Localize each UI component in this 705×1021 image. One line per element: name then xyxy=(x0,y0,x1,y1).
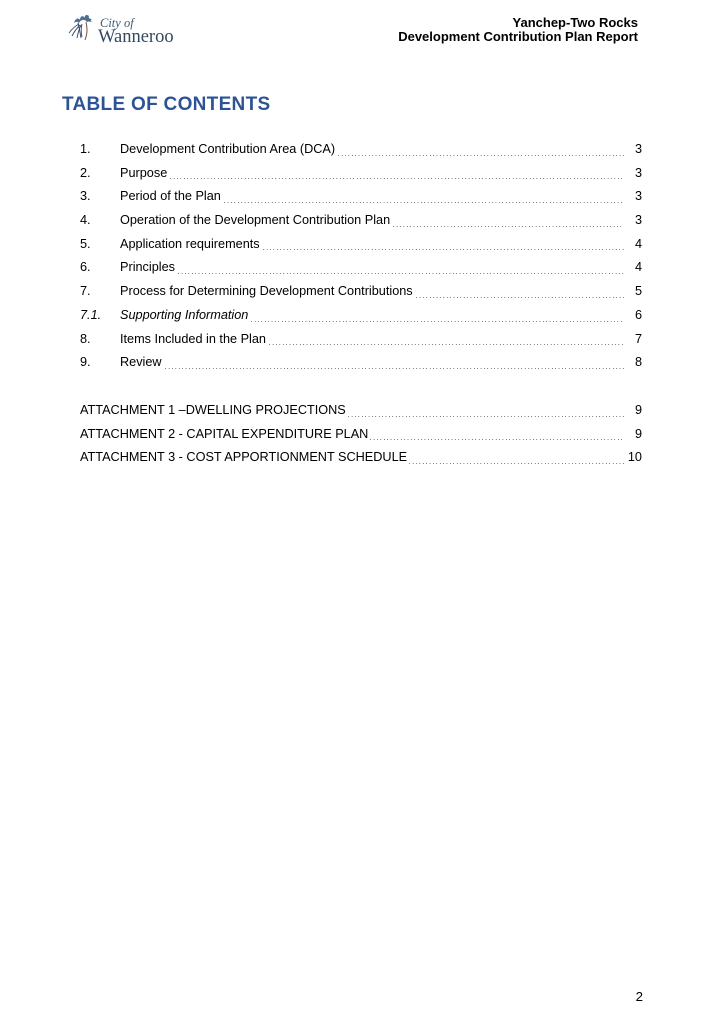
svg-text:Wanneroo: Wanneroo xyxy=(98,27,174,46)
